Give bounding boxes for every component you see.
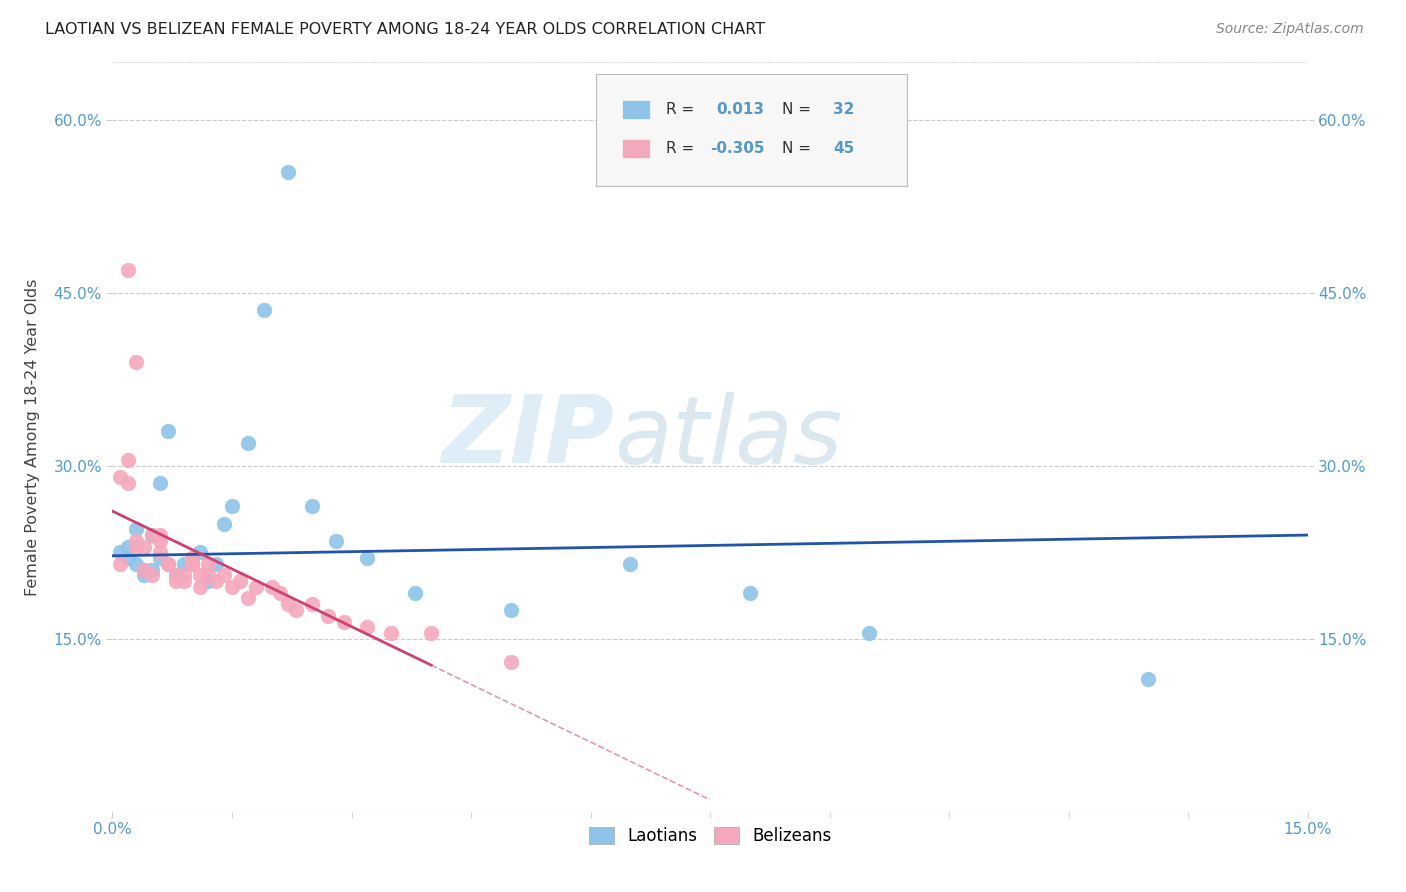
Point (134, 563, 156, 577)
Point (269, 585, 291, 599)
Point (212, 516, 235, 531)
Point (212, 568, 235, 582)
Point (117, 263, 139, 277)
Point (157, 557, 180, 571)
Point (316, 608, 339, 623)
Point (301, 500, 323, 514)
Point (221, 500, 243, 514)
Point (110, 470, 132, 484)
Point (117, 551, 139, 566)
Point (205, 557, 228, 571)
Point (197, 557, 219, 571)
Text: Source: ZipAtlas.com: Source: ZipAtlas.com (1216, 22, 1364, 37)
Point (173, 574, 195, 589)
Point (277, 597, 299, 611)
FancyBboxPatch shape (596, 74, 907, 186)
Point (260, 580, 283, 594)
Point (738, 585, 761, 599)
Point (499, 655, 522, 669)
Point (134, 563, 156, 577)
Point (125, 557, 148, 571)
Point (125, 355, 148, 369)
Point (173, 568, 195, 582)
Point (188, 545, 211, 559)
Text: 0.013: 0.013 (716, 103, 763, 117)
Point (277, 165, 299, 179)
Point (181, 557, 204, 571)
Text: N =: N = (782, 103, 815, 117)
Point (404, 585, 426, 599)
Point (110, 545, 132, 559)
Point (253, 303, 276, 318)
Point (149, 533, 172, 548)
Point (134, 540, 156, 554)
Point (149, 545, 172, 559)
Point (149, 551, 172, 566)
Point (499, 603, 522, 617)
Y-axis label: Female Poverty Among 18-24 Year Olds: Female Poverty Among 18-24 Year Olds (25, 278, 39, 596)
Legend: Laotians, Belizeans: Laotians, Belizeans (582, 821, 838, 852)
Text: LAOTIAN VS BELIZEAN FEMALE POVERTY AMONG 18-24 YEAR OLDS CORRELATION CHART: LAOTIAN VS BELIZEAN FEMALE POVERTY AMONG… (45, 22, 765, 37)
Bar (623, 140, 650, 157)
Point (188, 568, 211, 582)
Point (301, 597, 323, 611)
Text: 45: 45 (834, 141, 855, 156)
Text: atlas: atlas (614, 392, 842, 483)
Point (205, 574, 228, 589)
Point (197, 574, 219, 589)
Point (619, 557, 641, 571)
Point (188, 580, 211, 594)
Point (332, 615, 354, 629)
Point (236, 435, 259, 450)
Point (165, 574, 187, 589)
Point (181, 551, 204, 566)
Text: ZIP: ZIP (441, 391, 614, 483)
Point (141, 563, 163, 577)
Point (149, 476, 172, 491)
Text: R =: R = (666, 103, 699, 117)
Point (858, 626, 880, 640)
Point (149, 528, 172, 542)
Point (1137, 672, 1160, 686)
Point (125, 540, 148, 554)
Point (157, 557, 180, 571)
Point (229, 574, 252, 589)
Point (325, 533, 347, 548)
Point (117, 540, 139, 554)
Point (284, 603, 307, 617)
Point (125, 522, 148, 536)
Point (356, 551, 378, 566)
Point (165, 568, 187, 582)
Text: N =: N = (782, 141, 815, 156)
Point (141, 528, 163, 542)
Point (181, 551, 204, 566)
Point (245, 580, 267, 594)
Bar (623, 102, 650, 118)
Point (173, 557, 195, 571)
Point (380, 626, 402, 640)
Text: 32: 32 (834, 103, 855, 117)
Point (125, 533, 148, 548)
Point (420, 626, 443, 640)
Point (157, 425, 180, 439)
Point (165, 568, 187, 582)
Point (236, 591, 259, 606)
Point (221, 580, 243, 594)
Point (197, 568, 219, 582)
Point (141, 528, 163, 542)
Text: R =: R = (666, 141, 699, 156)
Point (141, 568, 163, 582)
Point (356, 620, 378, 634)
Point (181, 557, 204, 571)
Point (117, 453, 139, 467)
Point (134, 568, 156, 582)
Text: -0.305: -0.305 (710, 141, 765, 156)
Point (117, 476, 139, 491)
Point (110, 557, 132, 571)
